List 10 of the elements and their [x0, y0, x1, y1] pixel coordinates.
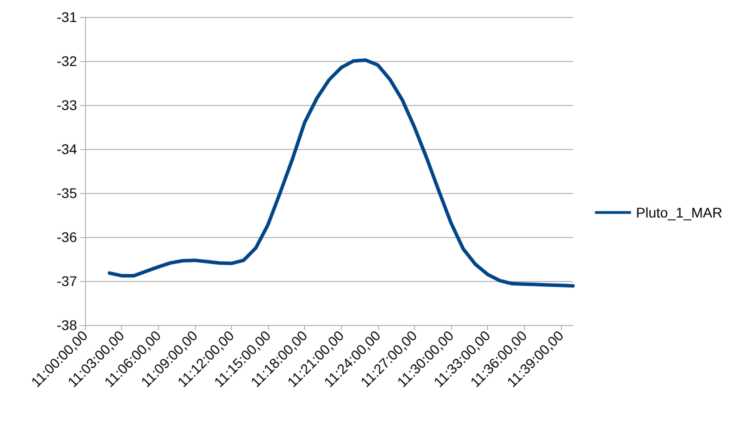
line-series: [108, 58, 575, 288]
y-tick-label: -37: [56, 273, 78, 289]
legend-label: Pluto_1_MAR: [636, 204, 722, 220]
y-tick-label: -32: [56, 53, 78, 69]
y-tick-label: -34: [56, 141, 78, 157]
y-tick-label: -36: [56, 229, 78, 245]
y-tick-label: -38: [56, 317, 78, 333]
y-tick-label: -33: [56, 97, 78, 113]
y-tick-label: -35: [56, 185, 78, 201]
y-tick-label: -31: [56, 9, 78, 25]
